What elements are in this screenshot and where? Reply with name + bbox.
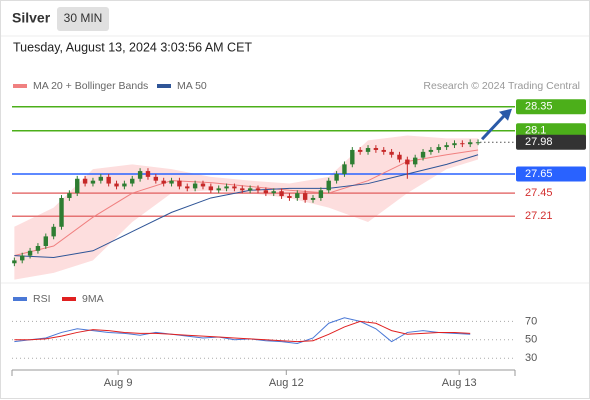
candle-body — [130, 178, 135, 184]
candle-body — [192, 183, 198, 189]
candle-body — [255, 188, 261, 191]
legend-label: 9MA — [82, 293, 104, 305]
level-label: 27.45 — [525, 187, 553, 199]
symbol: Silver — [12, 10, 51, 26]
candle-body — [428, 149, 434, 152]
candle-body — [263, 190, 269, 194]
candle-body — [381, 149, 386, 152]
credit: Research © 2024 Trading Central — [423, 80, 580, 92]
datetime: Tuesday, August 13, 2024 3:03:56 AM CET — [13, 40, 252, 54]
legend-swatch — [13, 84, 27, 88]
candle-body — [153, 176, 159, 181]
rsi-line — [14, 320, 471, 343]
legend-label: RSI — [33, 293, 51, 305]
candle-body — [475, 142, 481, 144]
candle-body — [389, 151, 394, 155]
candle-body — [122, 183, 127, 187]
candle-body — [420, 151, 426, 158]
candle-body — [334, 173, 339, 181]
candle-body — [326, 180, 331, 191]
candle-body — [373, 148, 379, 150]
candle-body — [271, 191, 276, 194]
candle-body — [452, 143, 457, 146]
candle-body — [279, 191, 284, 197]
x-tick-label: Aug 9 — [104, 377, 133, 389]
candle-body — [27, 250, 33, 256]
level-label-box — [516, 99, 586, 115]
candle-body — [232, 186, 237, 189]
y-tick-label: 30 — [525, 352, 537, 364]
candle-body — [224, 186, 229, 189]
candle-body — [200, 183, 206, 187]
candle-body — [137, 171, 143, 179]
candle-body — [51, 226, 56, 237]
legend-swatch — [157, 84, 171, 88]
candle-body — [460, 143, 465, 145]
candle-body — [302, 193, 308, 200]
candle-body — [114, 183, 119, 187]
level-label: 27.98 — [525, 136, 553, 148]
legend-swatch — [62, 297, 76, 301]
candle-body — [145, 171, 151, 177]
level-label-box — [516, 166, 586, 182]
level-label-box — [516, 123, 586, 139]
level-label: 27.21 — [525, 210, 553, 222]
candle-body — [208, 186, 214, 191]
forecast-arrowhead — [499, 108, 512, 121]
legend-swatch — [13, 297, 27, 301]
candle-body — [436, 147, 441, 150]
candle-body — [405, 159, 410, 165]
candle-body — [12, 260, 17, 264]
candle-body — [295, 193, 300, 198]
candle-body — [98, 176, 104, 181]
x-tick-label: Aug 13 — [442, 377, 477, 389]
candle-body — [468, 142, 473, 145]
candle-body — [90, 180, 96, 184]
candle-body — [35, 245, 41, 251]
legend-label: MA 50 — [177, 80, 207, 92]
interval-badge — [57, 7, 109, 31]
forecast-arrow — [480, 112, 508, 141]
level-label: 28.1 — [525, 125, 546, 137]
candle-body — [412, 157, 418, 165]
candle-body — [82, 178, 88, 184]
candle-body — [216, 188, 221, 191]
x-tick-label: Aug 12 — [269, 377, 304, 389]
candle-body — [75, 178, 80, 194]
candle-body — [397, 154, 402, 160]
y-tick-label: 50 — [525, 334, 537, 346]
interval: 30 MIN — [64, 11, 103, 25]
candle-body — [43, 236, 48, 246]
candle-body — [185, 186, 190, 189]
level-label: 28.35 — [525, 101, 553, 113]
candle-body — [177, 180, 182, 187]
candle-body — [247, 188, 253, 191]
candle-body — [67, 193, 72, 198]
candle-body — [240, 188, 245, 191]
candle-body — [20, 255, 25, 261]
candle-body — [318, 190, 324, 198]
bollinger-band — [14, 135, 479, 280]
candle-body — [342, 164, 347, 174]
y-tick-label: 70 — [525, 315, 537, 327]
candle-body — [365, 148, 371, 152]
candle-body — [350, 149, 355, 165]
legend-label: MA 20 + Bollinger Bands — [33, 80, 148, 92]
candle-body — [59, 197, 64, 227]
candle-body — [106, 176, 111, 184]
candle-body — [310, 197, 316, 200]
candle-body — [444, 145, 449, 148]
level-label-box — [516, 134, 586, 150]
candle-body — [357, 149, 363, 152]
candle-body — [287, 196, 292, 198]
candle-body — [169, 180, 174, 184]
candle-body — [161, 180, 166, 184]
level-label: 27.65 — [525, 168, 553, 180]
